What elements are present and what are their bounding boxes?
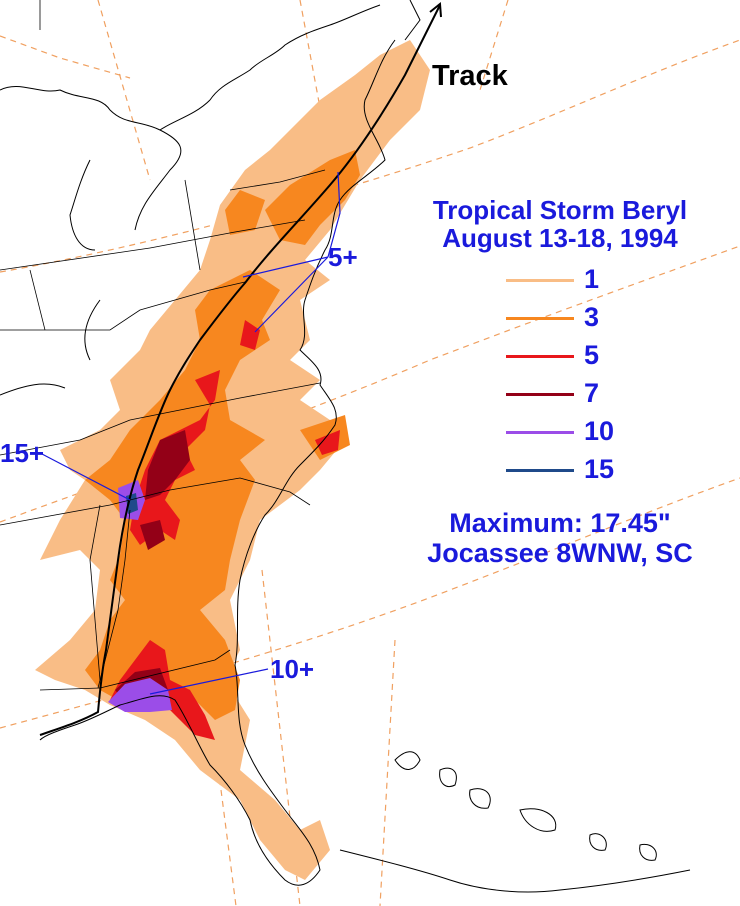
five-plus-pointer — [242, 171, 341, 333]
rainfall-shading — [35, 40, 430, 880]
legend-value: 3 — [584, 302, 600, 332]
legend-value: 10 — [584, 416, 615, 446]
legend-row: 5 — [500, 338, 650, 376]
legend-value: 15 — [584, 454, 615, 484]
storm-title: Tropical Storm Beryl August 13-18, 1994 — [380, 196, 740, 252]
legend-value: 5 — [584, 340, 600, 370]
maximum-value: Maximum: 17.45" — [449, 508, 671, 538]
storm-name: Tropical Storm Beryl — [432, 195, 688, 225]
rain-3-inch — [85, 150, 360, 720]
storm-track — [39, 2, 442, 736]
rain-10-inch — [108, 480, 172, 712]
legend-swatch — [506, 393, 574, 396]
legend-swatch — [506, 317, 574, 320]
maximum-info: Maximum: 17.45" Jocassee 8WNW, SC — [380, 508, 740, 568]
callout-fifteen-plus: 15+ — [0, 438, 45, 468]
legend-value: 7 — [584, 378, 600, 408]
legend-row: 10 — [500, 414, 650, 452]
legend-swatch — [506, 469, 574, 472]
track-arrow-head — [429, 2, 442, 18]
caribbean-islands — [339, 751, 691, 893]
legend-swatch — [506, 279, 574, 282]
maximum-station: Jocassee 8WNW, SC — [427, 538, 693, 568]
rainfall-legend: 1 3 5 7 10 15 — [500, 262, 650, 490]
coastlines — [0, 0, 421, 886]
track-title: Track — [432, 60, 508, 92]
rain-7-inch — [115, 430, 190, 702]
legend-row: 1 — [500, 262, 650, 300]
state-boundaries — [0, 0, 326, 691]
storm-dates: August 13-18, 1994 — [442, 223, 678, 253]
legend-swatch — [506, 431, 574, 434]
callout-five-plus: 5+ — [328, 242, 358, 272]
legend-row: 3 — [500, 300, 650, 338]
callout-pointers — [41, 171, 341, 695]
legend-row: 7 — [500, 376, 650, 414]
ten-plus-pointer — [149, 668, 269, 695]
legend-swatch — [506, 355, 574, 358]
legend-row: 15 — [500, 452, 650, 490]
legend-value: 1 — [584, 264, 600, 294]
callout-ten-plus: 10+ — [270, 654, 315, 684]
fifteen-plus-pointer — [41, 453, 131, 501]
track-line — [39, 4, 441, 736]
